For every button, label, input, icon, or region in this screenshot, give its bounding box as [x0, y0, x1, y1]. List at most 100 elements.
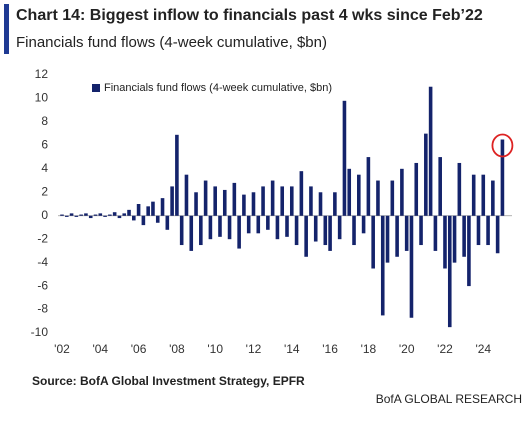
bar [357, 174, 361, 216]
x-tick-label: '14 [284, 342, 300, 356]
bar [179, 215, 184, 246]
bar [347, 168, 352, 216]
bar [486, 215, 490, 246]
bar [203, 180, 208, 216]
bar [390, 180, 395, 216]
bar [481, 174, 486, 216]
bar [371, 215, 375, 269]
bar [88, 215, 93, 219]
bar [457, 162, 462, 216]
title-accent [4, 4, 9, 54]
bar [270, 180, 275, 216]
bar [313, 215, 318, 242]
chart-subtitle: Financials fund flows (4-week cumulative… [16, 34, 327, 51]
x-tick-label: '12 [246, 342, 262, 356]
x-tick-label: '16 [322, 342, 338, 356]
bar [266, 215, 270, 230]
bar [93, 214, 98, 216]
legend-swatch [92, 84, 100, 92]
bar [84, 213, 88, 216]
x-tick-label: '04 [92, 342, 108, 356]
bar [404, 215, 409, 251]
bar [491, 180, 495, 216]
y-tick-label: 12 [35, 67, 49, 81]
bar [376, 180, 380, 216]
bar [141, 215, 146, 226]
bar [424, 133, 428, 216]
bar [98, 213, 103, 216]
bar [194, 192, 198, 216]
y-tick-label: -10 [31, 325, 49, 339]
brand: BofA GLOBAL RESEARCH [376, 392, 522, 406]
bar [443, 215, 447, 269]
bar [395, 215, 399, 257]
x-tick-label: '20 [399, 342, 415, 356]
source: Source: BofA Global Investment Strategy,… [32, 374, 305, 388]
bar [462, 215, 466, 257]
bar [208, 215, 213, 240]
y-tick-label: 10 [35, 91, 49, 105]
bar [146, 206, 150, 216]
bar [500, 139, 505, 216]
bar [222, 189, 227, 216]
bar [428, 86, 433, 216]
bar [242, 194, 246, 216]
bar [471, 174, 476, 216]
bar [160, 198, 165, 216]
bar [318, 192, 323, 216]
bar [452, 215, 457, 263]
bar [299, 171, 304, 216]
bar [122, 213, 127, 216]
bar [155, 215, 160, 223]
bar [227, 215, 232, 240]
y-tick-label: -6 [37, 278, 48, 292]
x-tick-label: '24 [475, 342, 491, 356]
bar [108, 214, 112, 216]
bar [337, 215, 342, 240]
highlight-circle [491, 133, 514, 158]
x-tick-label: '18 [361, 342, 377, 356]
y-tick-label: 0 [41, 208, 48, 222]
bar [112, 212, 117, 216]
y-tick-label: -4 [37, 255, 48, 269]
x-tick-label: '08 [169, 342, 185, 356]
bar [342, 100, 347, 216]
chart-title: Chart 14: Biggest inflow to financials p… [16, 7, 483, 24]
y-tick-label: -8 [37, 302, 48, 316]
bar [232, 182, 237, 216]
bar [366, 157, 371, 216]
bar [438, 157, 442, 216]
bar [132, 215, 136, 221]
bar [218, 215, 222, 237]
bar [213, 186, 217, 216]
bar [175, 134, 179, 216]
bar [414, 162, 419, 216]
bar [289, 186, 294, 216]
bar [323, 215, 328, 246]
x-tick-label: '02 [54, 342, 70, 356]
bar [333, 192, 337, 216]
bar [136, 204, 141, 216]
x-tick-label: '22 [437, 342, 453, 356]
bar [69, 213, 74, 216]
bar [495, 215, 500, 254]
y-tick-label: 8 [41, 114, 48, 128]
bar [103, 215, 107, 217]
bar [151, 201, 155, 216]
bar [275, 215, 280, 240]
bar [261, 186, 265, 216]
bar [64, 215, 69, 217]
bar [476, 215, 481, 246]
bar [385, 215, 390, 263]
bar [433, 215, 438, 251]
bar [127, 209, 131, 216]
bar [199, 215, 203, 246]
bar [309, 186, 313, 216]
y-tick-label: 2 [41, 184, 48, 198]
bar [361, 215, 366, 234]
bar [189, 215, 194, 251]
x-tick-label: '10 [207, 342, 223, 356]
legend-label: Financials fund flows (4-week cumulative… [104, 82, 332, 94]
bar [165, 215, 170, 230]
